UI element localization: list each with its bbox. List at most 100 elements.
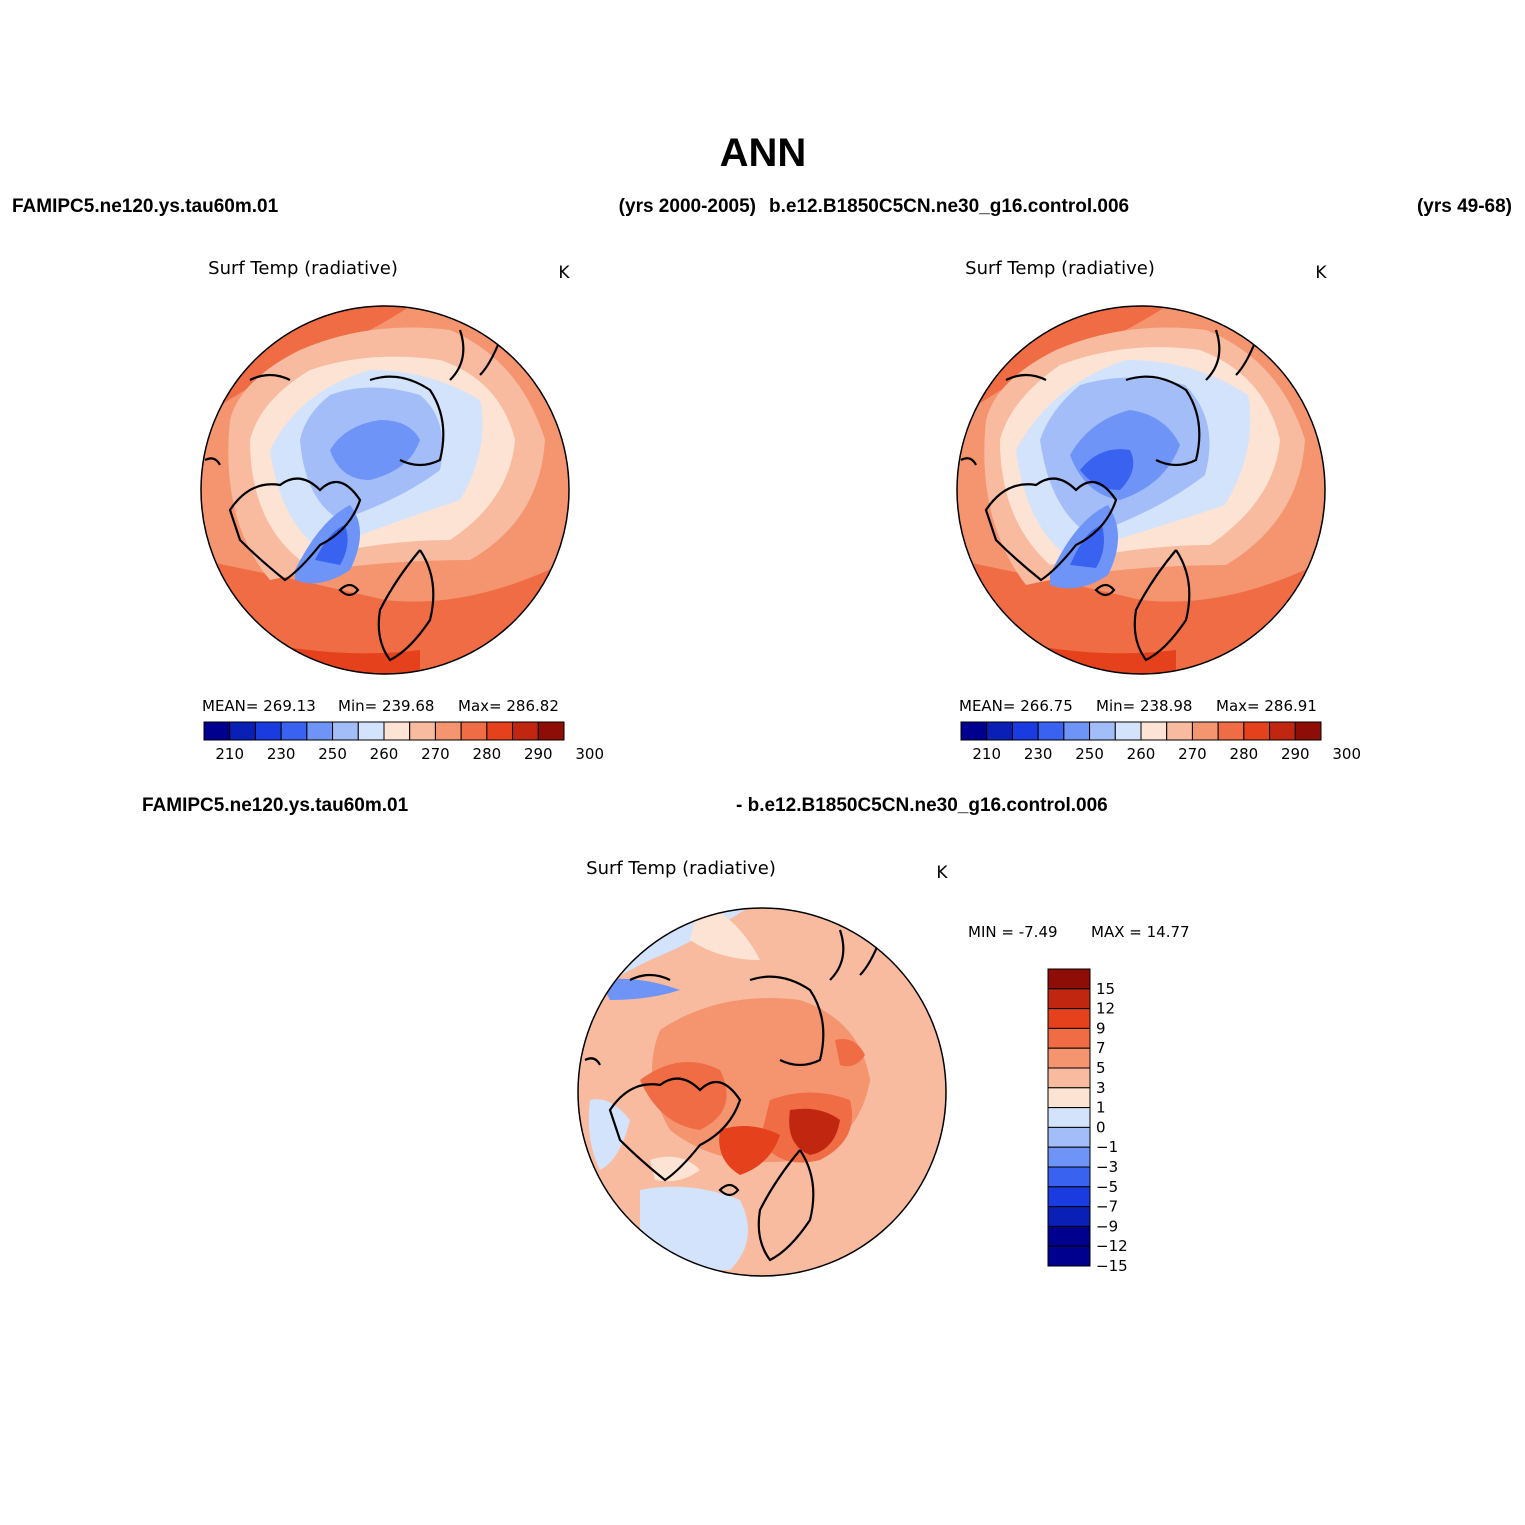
colorbar-tick-label: 9 xyxy=(1096,1019,1106,1037)
colorbar-tick-label: −1 xyxy=(1096,1138,1118,1156)
colorbar-tick-label: −3 xyxy=(1096,1158,1118,1176)
colorbar-tick-label: 250 xyxy=(318,745,347,763)
colorbar-swatch xyxy=(512,721,539,741)
panel-2-max: Max= 286.91 xyxy=(1216,697,1317,715)
colorbar-swatch xyxy=(1217,721,1245,741)
colorbar-tick-label: 5 xyxy=(1096,1059,1106,1077)
colorbar-tick-label: 3 xyxy=(1096,1079,1106,1097)
colorbar-tick-label: −9 xyxy=(1096,1217,1118,1235)
panel-3-max: MAX = 14.77 xyxy=(1091,923,1190,941)
colorbar-tick-label: 260 xyxy=(370,745,399,763)
colorbar-swatch xyxy=(1037,721,1065,741)
colorbar-swatch xyxy=(960,721,988,741)
colorbar-tick-label: −5 xyxy=(1096,1178,1118,1196)
colorbar-tick-label: 300 xyxy=(575,745,604,763)
panel-2-colorbar: 210 230 250 260 270 280 290 300 xyxy=(960,721,1361,763)
colorbar-swatch xyxy=(460,721,488,741)
panel-2-map-border xyxy=(956,305,1326,675)
colorbar-swatch xyxy=(306,721,334,741)
colorbar-swatch xyxy=(1243,721,1271,741)
diff-label-left: FAMIPC5.ne120.ys.tau60m.01 xyxy=(142,795,409,816)
colorbar-swatch xyxy=(383,721,411,741)
colorbar-swatch xyxy=(1047,988,1091,1010)
colorbar-swatch xyxy=(1047,1107,1091,1128)
colorbar-swatch xyxy=(1047,1027,1091,1049)
colorbar-swatch xyxy=(1047,1166,1091,1188)
colorbar-swatch xyxy=(1047,1186,1091,1208)
colorbar-swatch xyxy=(1063,721,1091,741)
colorbar-swatch xyxy=(203,721,231,741)
panel-2-title: Surf Temp (radiative) xyxy=(965,258,1155,279)
colorbar-swatch xyxy=(409,721,436,741)
panel-3-colorbar: 15 129 7 5 3 10 −1 −3 −5 −7−9 −12 −15 xyxy=(1047,968,1128,1275)
panel-difference: Surf Temp (radiative) K xyxy=(577,858,1190,1277)
colorbar-swatch xyxy=(1047,1245,1091,1267)
panel-1-max: Max= 286.82 xyxy=(458,697,559,715)
colorbar-swatch xyxy=(1114,721,1142,741)
colorbar-swatch xyxy=(486,721,514,741)
panel-1-colorbar: 210 230 250 260 270 280 290 300 xyxy=(203,721,604,763)
panel-2-min: Min= 238.98 xyxy=(1096,697,1192,715)
colorbar-swatch xyxy=(1140,721,1168,741)
colorbar-swatch xyxy=(434,721,462,741)
panel-2-units: K xyxy=(1315,263,1327,283)
panel-3-title: Surf Temp (radiative) xyxy=(586,858,776,879)
colorbar-tick-label: 290 xyxy=(524,745,553,763)
colorbar-tick-label: −12 xyxy=(1096,1237,1128,1255)
colorbar-tick-label: 210 xyxy=(215,745,244,763)
colorbar-tick-label: 12 xyxy=(1096,1000,1115,1018)
colorbar-swatch xyxy=(1166,721,1193,741)
colorbar-tick-label: 15 xyxy=(1096,980,1115,998)
colorbar-tick-label: 250 xyxy=(1075,745,1104,763)
panel-3-map-border xyxy=(577,907,947,1277)
colorbar-swatch xyxy=(1047,1206,1091,1227)
colorbar-swatch xyxy=(986,721,1013,741)
colorbar-tick-label: −15 xyxy=(1096,1257,1128,1275)
colorbar-tick-label: 7 xyxy=(1096,1039,1106,1057)
colorbar-tick-label: −7 xyxy=(1096,1198,1118,1216)
years-label-1: (yrs 2000-2005) xyxy=(619,196,756,217)
panel-2-coastlines xyxy=(960,329,1258,662)
colorbar-swatch xyxy=(1047,968,1091,990)
colorbar-swatch xyxy=(1047,1047,1091,1069)
panel-1-min: Min= 239.68 xyxy=(338,697,434,715)
colorbar-swatch xyxy=(1047,1225,1091,1247)
colorbar-tick-label: 260 xyxy=(1127,745,1156,763)
case-label-1: FAMIPC5.ne120.ys.tau60m.01 xyxy=(12,196,279,217)
figure-title: ANN xyxy=(720,131,807,175)
panel-2-map xyxy=(957,306,1325,674)
panel-3-coastlines xyxy=(584,929,882,1262)
panel-1-map xyxy=(201,306,569,674)
colorbar-swatch xyxy=(280,721,308,741)
panel-2-mean: MEAN= 266.75 xyxy=(959,697,1073,715)
colorbar-swatch xyxy=(332,721,359,741)
colorbar-swatch xyxy=(1047,1146,1091,1168)
colorbar-tick-label: 300 xyxy=(1332,745,1361,763)
colorbar-tick-label: 270 xyxy=(421,745,450,763)
colorbar-tick-label: 230 xyxy=(1024,745,1053,763)
panel-model-2: Surf Temp (radiative) K xyxy=(956,258,1361,763)
panel-1-coastlines xyxy=(204,329,502,662)
colorbar-swatch xyxy=(1191,721,1219,741)
colorbar-swatch xyxy=(357,721,385,741)
panel-1-map-border xyxy=(200,305,570,675)
colorbar-swatch xyxy=(1294,721,1322,741)
panel-3-min: MIN = -7.49 xyxy=(968,923,1058,941)
colorbar-swatch xyxy=(1047,1008,1091,1029)
colorbar-tick-label: 280 xyxy=(473,745,502,763)
years-label-2: (yrs 49-68) xyxy=(1417,196,1512,217)
panel-3-map xyxy=(578,908,946,1276)
colorbar-swatch xyxy=(254,721,282,741)
colorbar-swatch xyxy=(1047,1067,1091,1089)
panel-model-1: Surf Temp (radiative) K xyxy=(200,258,604,763)
colorbar-tick-label: 210 xyxy=(972,745,1001,763)
colorbar-tick-label: 270 xyxy=(1178,745,1207,763)
colorbar-swatch xyxy=(1047,1126,1091,1148)
colorbar-swatch xyxy=(1089,721,1116,741)
colorbar-swatch xyxy=(1011,721,1039,741)
colorbar-tick-label: 290 xyxy=(1281,745,1310,763)
colorbar-tick-label: 0 xyxy=(1096,1118,1106,1136)
colorbar-swatch xyxy=(537,721,565,741)
colorbar-tick-label: 230 xyxy=(267,745,296,763)
